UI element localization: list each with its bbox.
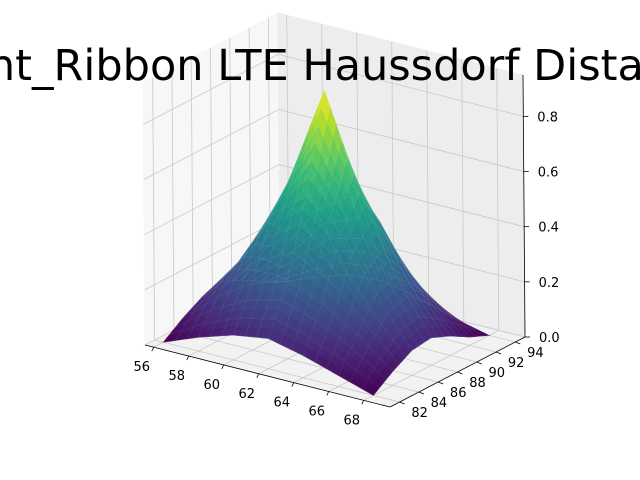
y-tick-label: 84 <box>431 396 448 411</box>
y-tick-mark <box>399 401 405 405</box>
grid-line-z-left <box>143 109 279 180</box>
x-tick-label: 68 <box>344 413 361 428</box>
surface-mesh-line <box>208 161 419 347</box>
x-tick-label: 58 <box>169 369 186 384</box>
surface-mesh-line <box>214 125 425 343</box>
grid-line-z-left <box>143 164 280 236</box>
x-tick-label: 56 <box>134 360 151 375</box>
surface-mesh-line <box>338 276 455 376</box>
surface-mesh-line <box>291 158 408 350</box>
grid-line-x-back <box>461 59 465 322</box>
x-tick-label: 60 <box>204 378 221 393</box>
y-tick-mark <box>476 361 482 365</box>
grid-line-y-floor <box>154 339 400 403</box>
x-axis-line <box>144 344 391 408</box>
x-tick-mark <box>221 364 225 370</box>
x-tick-mark <box>361 400 365 405</box>
x-tick-mark <box>291 382 295 387</box>
grid-line-z-left <box>143 54 279 125</box>
surface-mesh-line <box>198 243 315 338</box>
z-axis-line <box>522 74 526 338</box>
grid-line-y-left <box>210 47 213 311</box>
surface-mesh-line <box>253 217 464 337</box>
surface-mesh-line <box>326 248 443 369</box>
y-tick-mark <box>495 351 502 355</box>
x-tick-mark <box>186 355 190 361</box>
surface-mesh-line <box>221 199 338 336</box>
surface-mesh-line <box>195 225 406 358</box>
z-tick-label: 0.4 <box>538 221 559 236</box>
y-tick-label: 90 <box>489 366 506 381</box>
surface-mesh-line <box>233 145 445 337</box>
surface-mesh-line <box>349 296 466 383</box>
surface-mesh-line <box>279 123 396 345</box>
surface-mesh-line <box>188 253 400 365</box>
grid-line-y-left <box>171 67 175 331</box>
y-tick-mark <box>438 381 444 385</box>
y-tick-label: 92 <box>508 356 525 371</box>
surface-mesh-line <box>302 192 420 356</box>
surface-mesh-line <box>186 256 303 340</box>
surface-mesh-line <box>201 196 413 351</box>
surface-mesh-line <box>373 335 490 396</box>
surface-mesh-line <box>279 274 490 336</box>
surface-mesh-line <box>259 237 470 338</box>
y-tick-mark <box>515 341 521 345</box>
y-tick-mark <box>457 371 463 375</box>
grid-line-x-back <box>426 50 430 313</box>
y-tick-label: 88 <box>469 376 486 391</box>
surface-mesh-line <box>174 268 291 341</box>
x-tick-mark <box>256 373 260 378</box>
surface-mesh-line <box>163 334 374 396</box>
z-tick-label: 0.6 <box>538 166 559 181</box>
y-tick-label: 82 <box>411 406 428 421</box>
surface-mesh-line <box>314 220 431 363</box>
surface-mesh-line <box>256 118 373 338</box>
grid-line-y-left <box>229 37 233 301</box>
y-tick-label: 94 <box>527 346 544 361</box>
surface-mesh-line <box>232 177 350 336</box>
surface-mesh-line <box>169 317 380 388</box>
grid-line-z-back <box>278 53 524 117</box>
grid-line-z-left <box>144 219 280 291</box>
y-tick-label: 86 <box>450 386 467 401</box>
surface-mesh-line <box>266 250 477 337</box>
z-tick-label: 0.8 <box>537 110 558 125</box>
x-tick-label: 66 <box>309 405 326 420</box>
surface-mesh-line <box>227 117 438 338</box>
y-tick-mark <box>418 391 425 395</box>
grid-line-y-left <box>152 77 156 341</box>
surface-mesh-line <box>361 317 478 389</box>
surface-mesh-line <box>176 300 387 380</box>
x-tick-mark <box>326 391 330 396</box>
grid-line-x-back <box>496 68 500 331</box>
surface-mesh-line <box>244 148 361 337</box>
x-tick-label: 64 <box>274 396 291 411</box>
surface-plot <box>162 89 491 396</box>
x-tick-mark <box>151 347 155 352</box>
surface-mesh-line <box>240 173 451 337</box>
surface-mesh-line <box>220 89 432 338</box>
surface-mesh-line <box>209 221 326 337</box>
grid-line-y-left <box>190 57 194 321</box>
surface-mesh-line <box>246 195 457 337</box>
surface-mesh-line <box>163 279 280 343</box>
x-tick-label: 62 <box>239 387 256 402</box>
chart-title: Right_Ribbon LTE Haussdorf Distance <box>0 41 640 91</box>
surface-mesh-line <box>182 281 393 372</box>
surface-facet <box>367 387 378 396</box>
surface-mesh-line <box>272 262 483 337</box>
z-tick-label: 0.0 <box>539 331 560 346</box>
z-tick-label: 0.2 <box>539 276 560 291</box>
surface-mesh-line <box>267 90 385 339</box>
